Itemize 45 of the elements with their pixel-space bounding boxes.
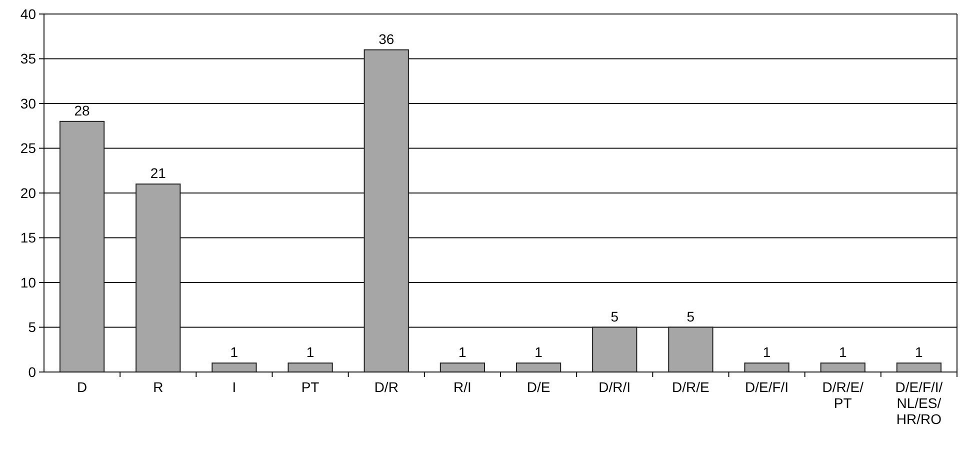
bar: [59, 120, 105, 372]
x-tick-label: D/R/E/PT: [822, 379, 864, 411]
data-label: 1: [306, 344, 314, 360]
y-tick-label: 30: [20, 95, 36, 112]
x-tick-label: I: [232, 379, 236, 395]
x-tick-label: PT: [301, 379, 320, 395]
bar: [288, 362, 333, 372]
data-label: 1: [762, 344, 771, 360]
bar: [592, 326, 638, 372]
y-tick-label: 10: [20, 274, 36, 290]
x-tick-label: D: [76, 379, 88, 395]
data-label: 1: [915, 344, 924, 360]
x-tick-label: R/I: [454, 379, 472, 395]
data-label: 1: [534, 344, 543, 360]
bar: [136, 184, 181, 372]
data-label: 1: [230, 344, 238, 360]
y-tick-label: 0: [28, 364, 36, 380]
bar: [516, 362, 562, 372]
data-label: 36: [378, 30, 394, 47]
x-tick-label: D/R/E: [672, 379, 710, 395]
data-label: 5: [686, 308, 695, 324]
bar: [212, 362, 257, 372]
bar: [440, 362, 486, 372]
x-tick-label: D/E/F/I: [745, 379, 789, 395]
data-label: 28: [74, 102, 90, 118]
y-tick-label: 5: [28, 319, 36, 336]
y-tick-label: 40: [20, 6, 36, 22]
bar: [668, 326, 714, 372]
x-tick-label: D/R: [374, 379, 398, 395]
bar: [364, 49, 409, 372]
y-tick-label: 15: [20, 230, 36, 246]
x-tick-label: D/E/F/I/NL/ES/HR/RO: [895, 379, 943, 427]
bar: [896, 362, 942, 372]
y-tick-label: 35: [20, 50, 36, 67]
y-tick-label: 20: [20, 184, 36, 201]
y-tick-label: 25: [20, 140, 36, 156]
bar: [744, 362, 790, 372]
data-label: 1: [458, 344, 467, 360]
data-label: 1: [838, 344, 847, 360]
bar: [820, 362, 866, 372]
x-tick-label: R: [153, 379, 164, 395]
data-label: 5: [610, 308, 619, 324]
data-label: 21: [150, 165, 166, 182]
x-tick-label: D/R/I: [598, 379, 631, 395]
x-tick-label: D/E: [526, 379, 550, 395]
